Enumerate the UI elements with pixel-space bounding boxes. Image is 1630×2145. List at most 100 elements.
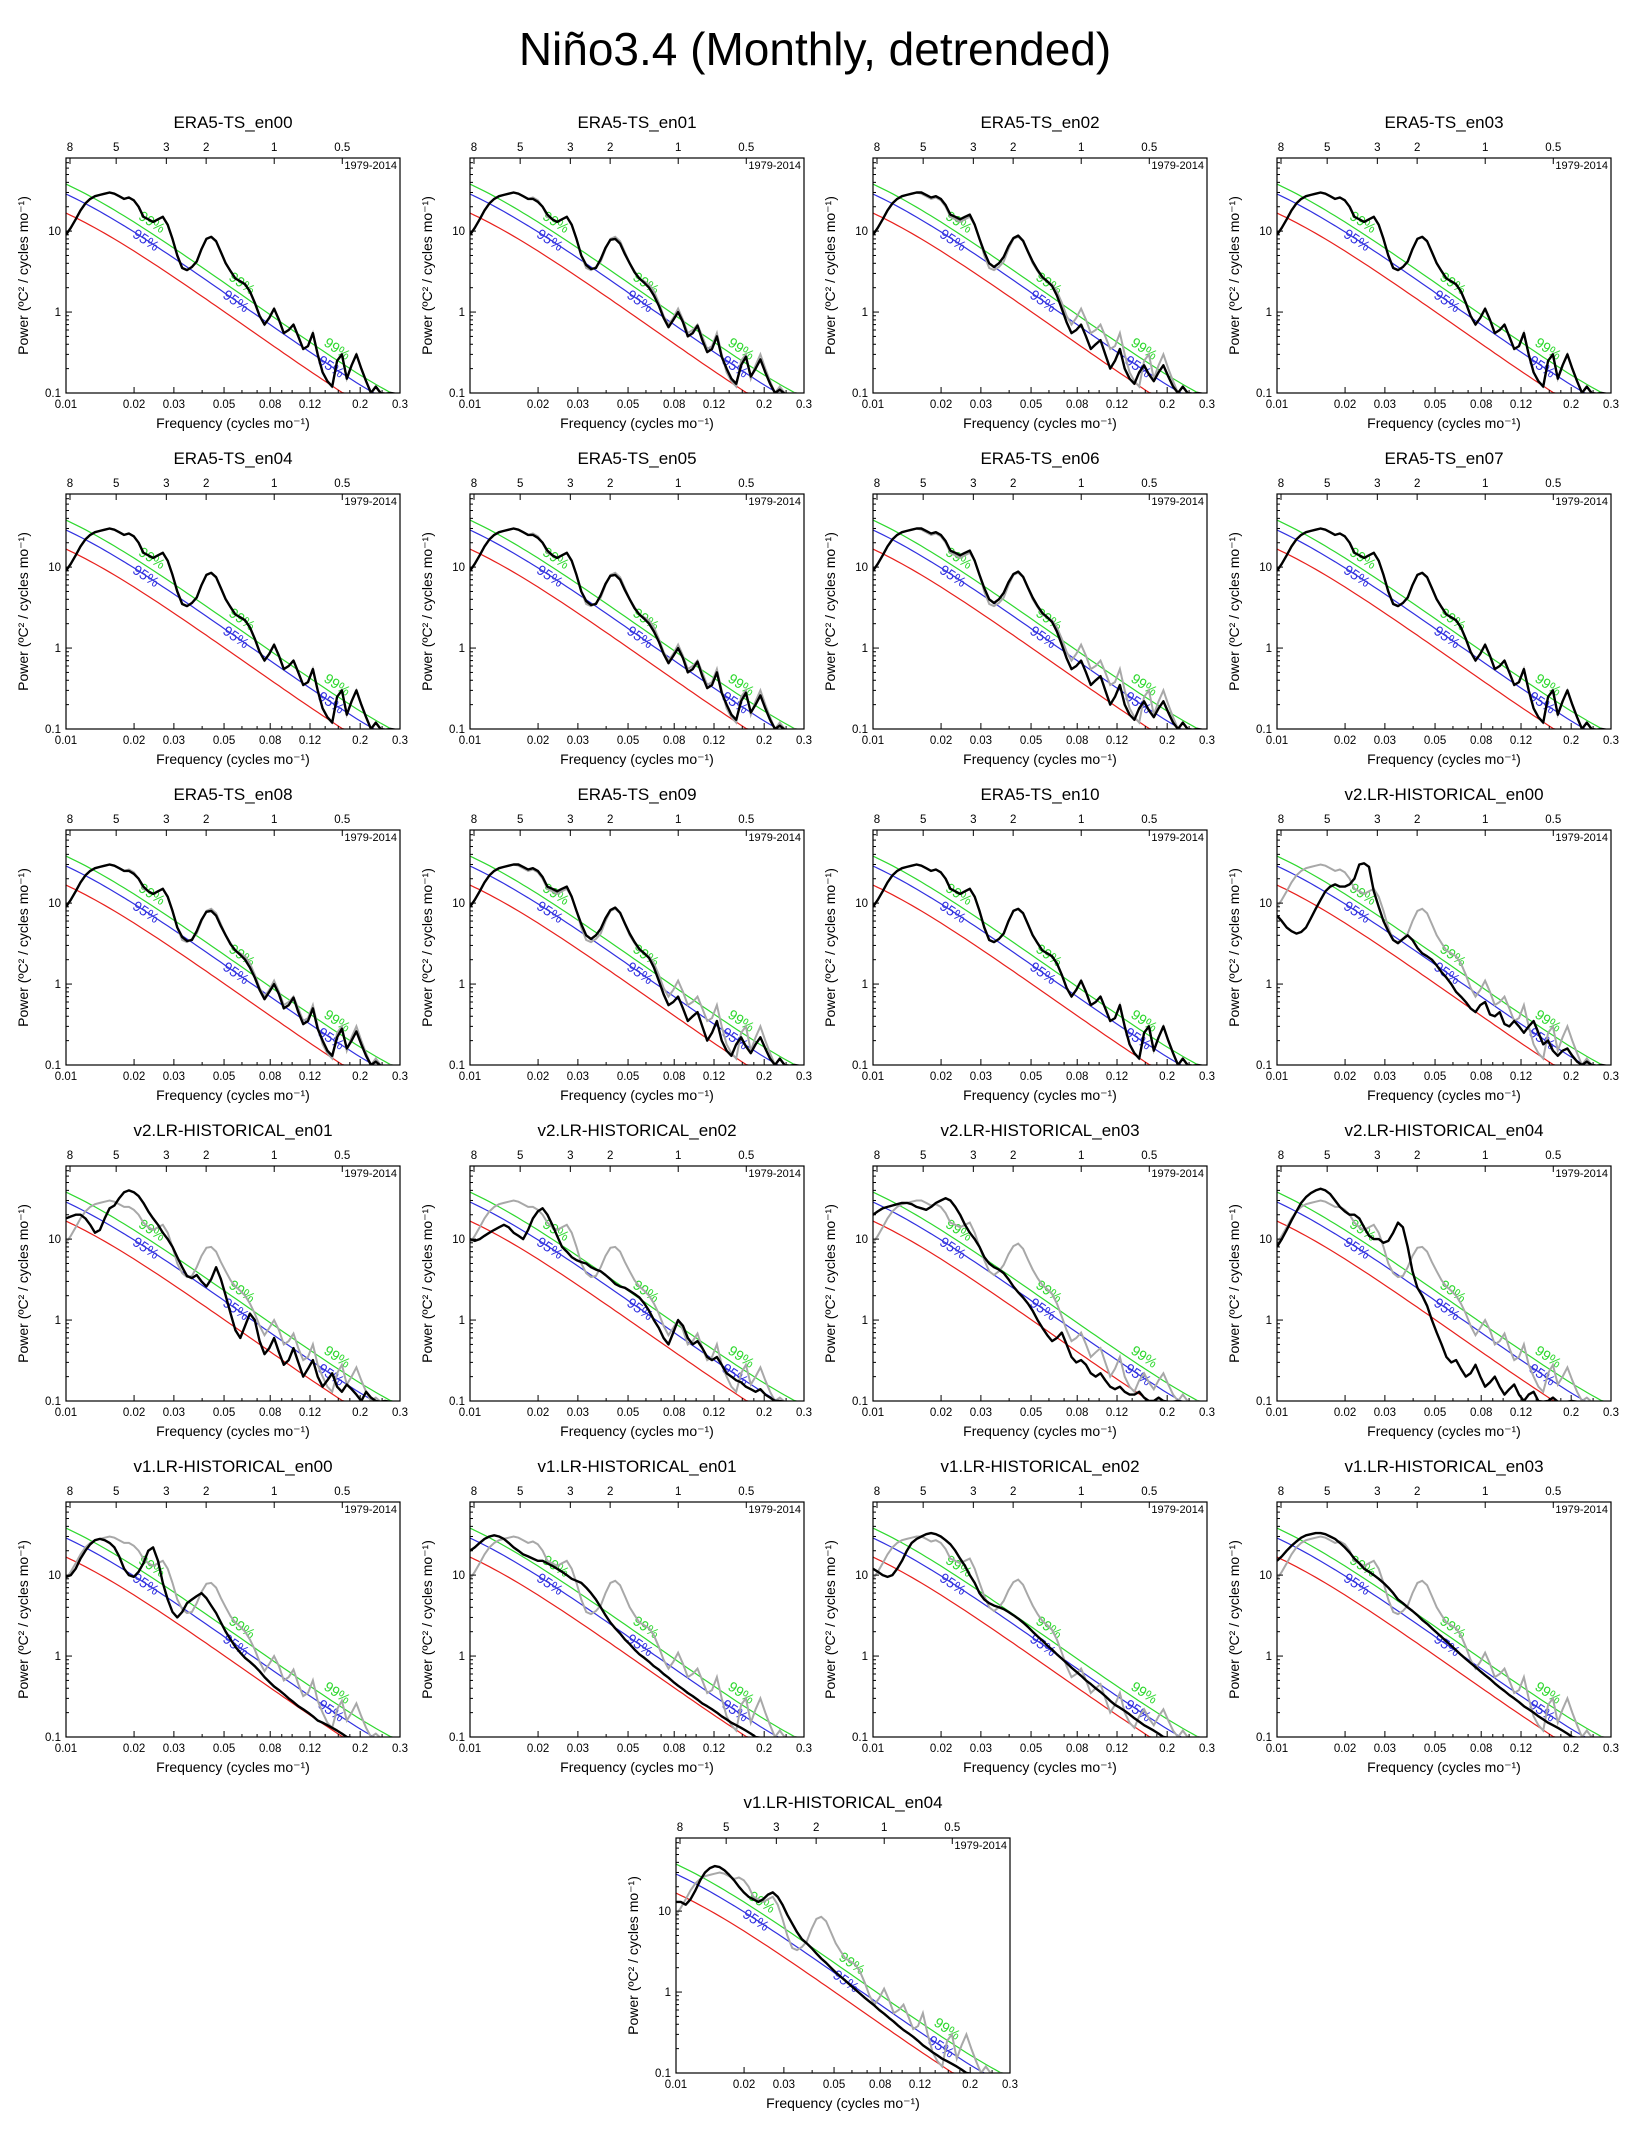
x-tick-label: 0.05	[617, 1071, 639, 1083]
x-tick-label: 0.3	[796, 1407, 812, 1419]
x-tick-label: 0.01	[1266, 1071, 1288, 1083]
top-tick-label: 8	[874, 1150, 880, 1162]
y-tick-label: 1	[1266, 1315, 1272, 1327]
top-tick-label: 8	[67, 142, 73, 154]
panel-title: ERA5-TS_en09	[577, 785, 696, 804]
x-tick-label: 0.08	[1470, 1407, 1492, 1419]
plot-area	[676, 1863, 1010, 2073]
x-tick-label: 0.03	[970, 1743, 992, 1755]
x-tick-label: 0.03	[1374, 1071, 1396, 1083]
period-label: 1979-2014	[1151, 496, 1204, 508]
x-tick-label: 0.02	[930, 1743, 952, 1755]
x-axis-label: Frequency (cycles mo⁻¹)	[766, 2095, 920, 2111]
x-tick-label: 0.2	[352, 1071, 368, 1083]
y-tick-label: 1	[55, 1315, 61, 1327]
x-tick-label: 0.12	[1106, 1743, 1128, 1755]
y-tick-label: 0.1	[1256, 1732, 1272, 1744]
red-noise-curve	[470, 548, 751, 729]
ci99-curve	[66, 855, 395, 1065]
top-tick-label: 3	[567, 142, 573, 154]
x-tick-label: 0.05	[213, 1407, 235, 1419]
x-tick-label: 0.03	[163, 735, 185, 747]
period-label: 1979-2014	[748, 160, 801, 172]
x-axis-label: Frequency (cycles mo⁻¹)	[156, 415, 310, 431]
top-tick-label: 8	[1278, 814, 1284, 826]
y-tick-label: 0.1	[449, 724, 465, 736]
top-tick-label: 2	[203, 814, 209, 826]
panel-title: v1.LR-HISTORICAL_en03	[1344, 1457, 1543, 1476]
ci99-curve	[66, 519, 395, 729]
top-tick-label: 0.5	[738, 814, 754, 826]
plot-frame	[469, 829, 805, 1066]
plot-frame	[65, 1501, 401, 1738]
x-tick-label: 0.12	[1510, 1071, 1532, 1083]
y-axis-label: Power (ºC² / cycles mo⁻¹)	[822, 868, 838, 1027]
x-tick-label: 0.03	[1374, 1743, 1396, 1755]
chart-panel: ERA5-TS_en0595%99%95%99%95%99%1979-20140…	[419, 449, 812, 767]
top-tick-label: 8	[67, 814, 73, 826]
x-tick-label: 0.3	[1603, 1071, 1619, 1083]
x-tick-label: 0.2	[1563, 1407, 1579, 1419]
top-tick-label: 0.5	[334, 478, 350, 490]
top-tick-label: 2	[1010, 142, 1016, 154]
top-tick-label: 3	[970, 1486, 976, 1498]
chart-panel: ERA5-TS_en0395%99%95%99%95%99%1979-20140…	[1226, 113, 1619, 431]
x-tick-label: 0.01	[862, 399, 884, 411]
top-tick-label: 0.5	[1545, 814, 1561, 826]
plot-frame	[469, 1501, 805, 1738]
reference-spectrum-line	[873, 1535, 1207, 1737]
top-tick-label: 2	[1010, 1150, 1016, 1162]
y-axis-label: Power (ºC² / cycles mo⁻¹)	[1226, 532, 1242, 691]
x-tick-label: 0.2	[962, 2079, 978, 2091]
y-tick-label: 10	[1259, 898, 1272, 910]
panel-title: ERA5-TS_en06	[980, 449, 1099, 468]
top-tick-label: 2	[813, 1822, 819, 1834]
x-tick-label: 0.02	[123, 399, 145, 411]
x-tick-label: 0.02	[1334, 1743, 1356, 1755]
ci99-curve	[1277, 1527, 1606, 1737]
reference-spectrum-line	[873, 1199, 1207, 1401]
chart-panel: ERA5-TS_en0795%99%95%99%95%99%1979-20140…	[1226, 449, 1619, 767]
panel-title: ERA5-TS_en04	[173, 449, 292, 468]
y-axis-label: Power (ºC² / cycles mo⁻¹)	[822, 1204, 838, 1363]
x-tick-label: 0.01	[862, 1407, 884, 1419]
y-tick-label: 10	[48, 226, 61, 238]
x-axis-label: Frequency (cycles mo⁻¹)	[156, 1423, 310, 1439]
y-tick-label: 10	[48, 562, 61, 574]
y-tick-label: 10	[452, 226, 465, 238]
spectrum-line	[470, 1534, 804, 1737]
plot-area	[66, 183, 400, 393]
y-tick-label: 0.1	[45, 1060, 61, 1072]
x-tick-label: 0.01	[459, 1407, 481, 1419]
y-axis-label: Power (ºC² / cycles mo⁻¹)	[15, 196, 31, 355]
x-tick-label: 0.3	[392, 1071, 408, 1083]
plot-area	[66, 855, 400, 1065]
plot-frame	[872, 157, 1208, 394]
top-tick-label: 1	[881, 1822, 887, 1834]
spectrum-line	[66, 1189, 400, 1401]
x-tick-label: 0.08	[259, 1743, 281, 1755]
x-tick-label: 0.02	[733, 2079, 755, 2091]
x-tick-label: 0.02	[930, 1071, 952, 1083]
y-tick-label: 10	[452, 1234, 465, 1246]
period-label: 1979-2014	[748, 1168, 801, 1180]
reference-spectrum-line	[1277, 863, 1611, 1065]
top-tick-label: 3	[970, 142, 976, 154]
y-tick-label: 10	[452, 898, 465, 910]
y-tick-label: 0.1	[449, 388, 465, 400]
y-tick-label: 0.1	[45, 388, 61, 400]
x-tick-label: 0.01	[665, 2079, 687, 2091]
y-axis-label: Power (ºC² / cycles mo⁻¹)	[419, 1540, 435, 1699]
x-tick-label: 0.3	[392, 399, 408, 411]
x-tick-label: 0.05	[213, 1071, 235, 1083]
red-noise-curve	[470, 1556, 751, 1737]
top-tick-label: 5	[517, 1486, 523, 1498]
ci99-curve	[470, 855, 799, 1065]
top-tick-label: 2	[607, 142, 613, 154]
panel-title: v2.LR-HISTORICAL_en00	[1344, 785, 1543, 804]
top-tick-label: 1	[1482, 478, 1488, 490]
ci95-curve	[1277, 865, 1587, 1065]
ci95-curve	[66, 193, 376, 393]
x-tick-label: 0.12	[703, 1071, 725, 1083]
x-tick-label: 0.3	[796, 735, 812, 747]
